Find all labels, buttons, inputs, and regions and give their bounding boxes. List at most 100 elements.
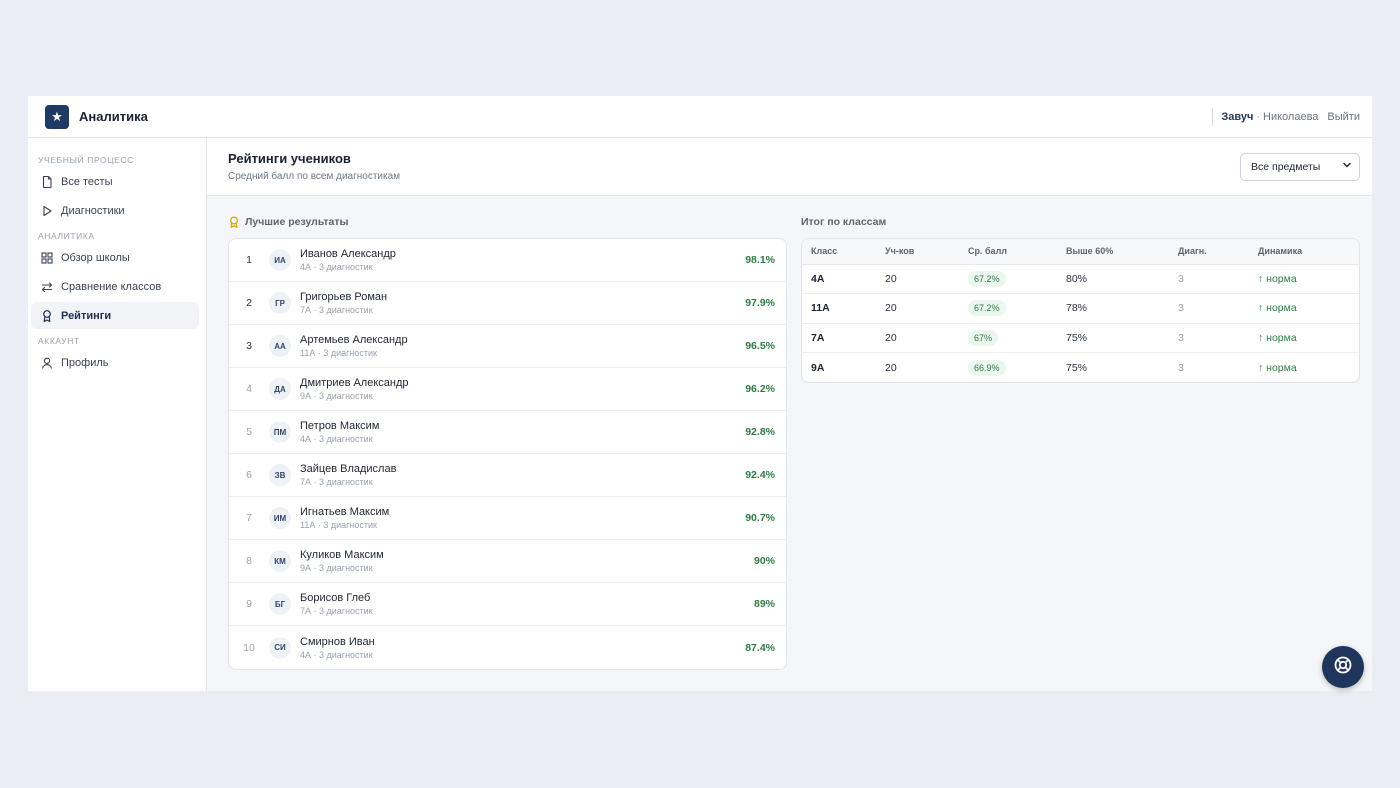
class-name: 11А	[802, 293, 876, 324]
student-meta: 9А · 3 диагностик	[300, 391, 373, 401]
sidebar-item-label: Профиль	[61, 356, 109, 369]
table-row[interactable]: 4А 20 67.2% 80% 3 ↑ норма	[802, 264, 1359, 294]
avg-score-badge: 67%	[968, 329, 999, 346]
dynamics-status: ↑ норма	[1258, 361, 1297, 374]
app-window: ★ Аналитика Завуч · Николаева Выйти УЧЕБ…	[28, 96, 1372, 691]
rank-number: 4	[246, 383, 252, 395]
student-name: Куликов Максим	[300, 549, 384, 561]
student-meta: 11А · 3 диагностик	[300, 348, 377, 358]
document-icon	[40, 175, 54, 189]
student-row[interactable]: 5 ПМ Петров Максим 4А · 3 диагностик 92.…	[229, 411, 786, 454]
avatar: БГ	[269, 593, 291, 615]
sidebar-item-label: Все тесты	[61, 175, 113, 188]
page-header: Рейтинги учеников Средний балл по всем д…	[207, 138, 1372, 196]
column-header: Уч-ков	[876, 239, 959, 265]
rank-number: 1	[246, 254, 252, 266]
student-name: Игнатьев Максим	[300, 506, 390, 518]
user-icon	[40, 356, 54, 370]
column-header: Диагн.	[1169, 239, 1249, 265]
class-name: 9А	[811, 361, 825, 374]
main-area: Рейтинги учеников Средний балл по всем д…	[207, 138, 1372, 691]
sidebar-section-title: АККАУНТ	[38, 336, 80, 346]
avatar: ДА	[269, 378, 291, 400]
sidebar: УЧЕБНЫЙ ПРОЦЕСС Все тесты Диагностики АНАЛИ…	[28, 138, 207, 691]
logout-link[interactable]: Выйти	[1327, 110, 1360, 123]
student-score: 90.7%	[745, 512, 775, 524]
above-60-value: 80%	[1057, 264, 1169, 294]
sidebar-item[interactable]: Профиль	[31, 349, 199, 376]
column-header: Динамика	[1249, 239, 1359, 265]
user-info: Завуч · Николаева	[1212, 107, 1319, 126]
avg-score-badge: 67.2%	[968, 270, 1006, 287]
student-row[interactable]: 3 АА Артемьев Александр 11А · 3 диагност…	[229, 325, 786, 368]
sidebar-item[interactable]: Все тесты	[31, 168, 199, 195]
diagnostics-count: 3	[1169, 293, 1249, 324]
class-totals-table: Класс Уч-ков Ср. балл Выше 60% Диагн. Динамик…	[802, 239, 1359, 382]
page-title: Рейтинги учеников	[228, 151, 351, 166]
sidebar-item[interactable]: Рейтинги	[31, 302, 199, 329]
sidebar-item-label: Обзор школы	[61, 251, 130, 264]
user-separator: ·	[1256, 110, 1261, 123]
student-name: Артемьев Александр	[300, 334, 408, 346]
user-name: Николаева	[1263, 110, 1319, 123]
student-row[interactable]: 8 КМ Куликов Максим 9А · 3 диагностик 90…	[229, 540, 786, 583]
student-meta: 11А · 3 диагностик	[300, 520, 377, 530]
rank-number: 10	[243, 641, 255, 654]
student-row[interactable]: 10 СИ Смирнов Иван 4А · 3 диагностик 87.…	[229, 626, 786, 669]
sidebar-item-label: Сравнение классов	[61, 280, 162, 293]
class-totals-table-card: Класс Уч-ков Ср. балл Выше 60% Диагн. Динамик…	[801, 238, 1360, 383]
sidebar-item[interactable]: Обзор школы	[31, 244, 199, 271]
student-meta: 4А · 3 диагностик	[300, 262, 373, 272]
student-score: 97.9%	[745, 297, 775, 309]
table-row[interactable]: 7А 20 67% 75% 3 ↑ норма	[802, 323, 1359, 353]
class-totals-section: Итог по классам Класс Уч-ков Ср. балл Выше …	[801, 214, 1360, 691]
subject-select-value: Все предметы	[1251, 160, 1321, 173]
diagnostics-count: 3	[1169, 323, 1249, 353]
sidebar-item[interactable]: Диагностики	[31, 197, 199, 224]
top-results-list: 1 ИА Иванов Александр 4А · 3 диагностик …	[228, 238, 787, 670]
student-meta: 7А · 3 диагностик	[300, 305, 373, 315]
rank-number: 5	[246, 426, 252, 438]
student-score: 90%	[753, 555, 775, 567]
top-results-section: Лучшие результаты 1 ИА Иванов Александр …	[228, 214, 787, 691]
rank-number: 2	[246, 297, 252, 309]
avg-score-cell: 67.2%	[959, 264, 1057, 294]
student-name: Смирнов Иван	[300, 635, 375, 648]
student-score: 87.4%	[745, 641, 775, 654]
student-row[interactable]: 6 ЗВ Зайцев Владислав 7А · 3 диагностик …	[229, 454, 786, 497]
grid-icon	[40, 251, 54, 265]
student-row[interactable]: 7 ИМ Игнатьев Максим 11А · 3 диагностик …	[229, 497, 786, 540]
sidebar-item[interactable]: Сравнение классов	[31, 273, 199, 300]
student-row[interactable]: 2 ГР Григорьев Роман 7А · 3 диагностик 9…	[229, 282, 786, 325]
column-header: Ср. балл	[959, 239, 1057, 265]
avg-score-cell: 66.9%	[959, 353, 1057, 383]
student-score: 98.1%	[745, 254, 775, 266]
column-header: Выше 60%	[1057, 239, 1169, 265]
sidebar-section-title: АНАЛИТИКА	[38, 231, 95, 241]
avg-score-cell: 67.2%	[959, 293, 1057, 324]
student-row[interactable]: 1 ИА Иванов Александр 4А · 3 диагностик …	[229, 239, 786, 282]
column-header: Класс	[802, 239, 876, 265]
student-count: 20	[876, 323, 959, 353]
subject-select[interactable]: Все предметы	[1240, 152, 1360, 181]
class-name: 4А	[802, 264, 876, 294]
student-meta: 7А · 3 диагностик	[300, 477, 373, 487]
rank-number: 8	[246, 555, 252, 567]
avg-score-cell: 67%	[959, 323, 1057, 353]
student-score: 96.5%	[745, 340, 775, 352]
top-bar: ★ Аналитика Завуч · Николаева Выйти	[28, 96, 1372, 138]
student-row[interactable]: 9 БГ Борисов Глеб 7А · 3 диагностик 89%	[229, 583, 786, 626]
student-row[interactable]: 4 ДА Дмитриев Александр 9А · 3 диагности…	[229, 368, 786, 411]
chevron-down-icon	[1342, 160, 1352, 173]
user-role: Завуч	[1221, 110, 1254, 123]
table-row[interactable]: 9А 20 66.9% 75% 3 ↑ норма	[802, 353, 1359, 383]
sidebar-section-title: УЧЕБНЫЙ ПРОЦЕСС	[38, 155, 134, 165]
sidebar-item-label: Диагностики	[61, 204, 125, 217]
class-name: 7А	[802, 323, 876, 353]
student-score: 92.8%	[745, 426, 775, 438]
compare-arrows-icon	[40, 280, 54, 294]
avatar: КМ	[269, 550, 291, 572]
help-button[interactable]	[1322, 646, 1364, 688]
table-row[interactable]: 11А 20 67.2% 78% 3 ↑ норма	[802, 293, 1359, 324]
avatar: ИМ	[269, 507, 291, 529]
